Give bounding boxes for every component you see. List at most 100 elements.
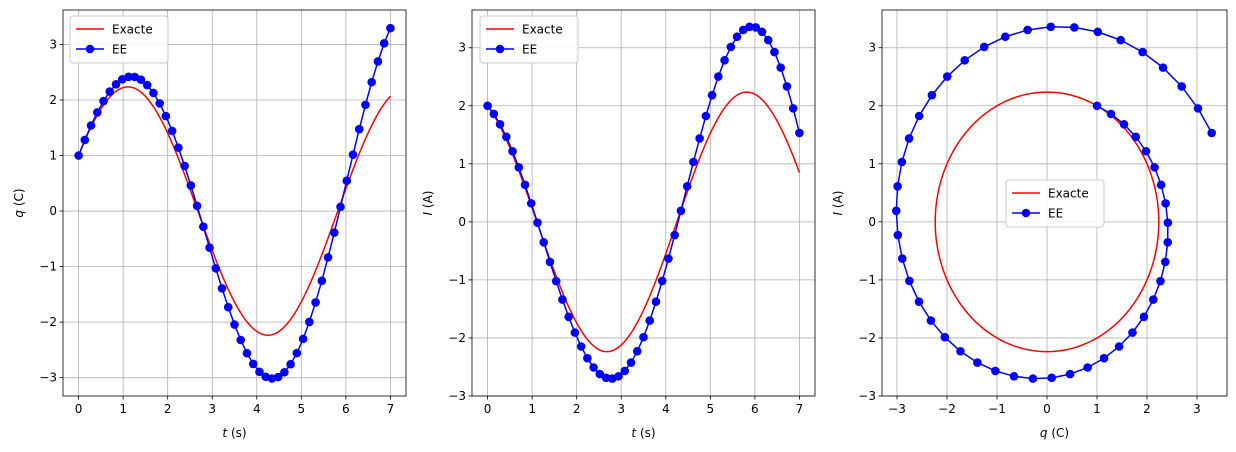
data-point <box>714 72 723 81</box>
data-point <box>1065 369 1075 379</box>
data-point <box>167 126 177 136</box>
data-point <box>732 32 742 42</box>
data-point <box>508 146 517 156</box>
data-point <box>105 87 115 96</box>
x-tick-label: 1 <box>528 402 536 416</box>
legend-box <box>69 15 169 64</box>
data-point <box>891 206 901 216</box>
data-point <box>905 276 914 286</box>
y-tick-label: −2 <box>858 331 876 345</box>
data-point <box>926 316 936 325</box>
data-point <box>317 276 327 286</box>
data-point <box>614 372 623 381</box>
y-tick-label: 3 <box>49 37 57 51</box>
data-point <box>255 367 264 377</box>
y-tick-label: −1 <box>39 260 57 274</box>
data-point <box>670 230 679 240</box>
data-point <box>979 42 989 52</box>
data-point <box>545 257 555 267</box>
data-point <box>223 302 233 312</box>
data-point <box>273 372 283 382</box>
data-point <box>1163 237 1173 247</box>
data-point <box>973 358 982 367</box>
data-point <box>770 47 779 57</box>
data-point <box>1119 120 1129 129</box>
data-point <box>1163 218 1173 227</box>
x-axis-label: t (s) <box>631 426 655 440</box>
data-point <box>336 202 345 212</box>
data-point <box>230 320 239 329</box>
data-point <box>595 369 605 379</box>
x-axis-label: t (s) <box>222 426 246 440</box>
data-point <box>502 132 511 142</box>
legend-label-exact: Exacte <box>1048 187 1089 201</box>
data-point <box>601 373 611 383</box>
y-tick-label: −1 <box>858 273 876 287</box>
x-tick-label: 5 <box>297 402 305 416</box>
data-point <box>124 72 133 82</box>
legend-marker <box>85 44 95 54</box>
y-axis-label: q (C) <box>12 188 26 217</box>
data-point <box>1193 104 1203 113</box>
data-point <box>1160 257 1170 267</box>
data-point <box>248 359 258 369</box>
data-point <box>323 253 333 262</box>
data-point <box>927 90 937 100</box>
data-point <box>657 276 667 286</box>
data-point <box>354 124 364 134</box>
data-point <box>161 111 171 121</box>
x-tick-label: 0 <box>75 402 83 416</box>
data-point <box>280 367 289 377</box>
data-point <box>564 312 573 322</box>
data-point <box>689 157 698 167</box>
data-point <box>893 230 903 240</box>
data-point <box>757 27 767 37</box>
data-point <box>782 82 792 91</box>
data-point <box>558 295 567 304</box>
data-point <box>205 243 214 253</box>
data-point <box>1177 82 1186 91</box>
y-tick-label: 0 <box>868 215 876 229</box>
chart-phase-portrait: −3 −2 −1 0 1 2 3 −3 −2 −1 0 1 2 3 q (C) I (A) Exacte EE <box>831 9 1228 440</box>
data-point <box>893 181 902 191</box>
data-point <box>1093 27 1103 37</box>
data-point <box>292 348 302 358</box>
legend-label-euler: EE <box>1048 207 1063 221</box>
legend-box <box>479 15 579 64</box>
data-point <box>1161 199 1170 208</box>
data-point <box>570 328 580 337</box>
data-point <box>1128 328 1137 337</box>
y-tick-label: −2 <box>448 331 466 345</box>
y-tick-label: −3 <box>39 371 57 385</box>
x-tick-label: −1 <box>988 402 1006 416</box>
data-point <box>576 342 586 351</box>
chart-charge-vs-time: 0 1 2 3 4 5 6 7 −3 −2 −1 0 1 2 3 t (s) q (C) Exacte EE <box>12 9 407 440</box>
data-point <box>726 42 736 52</box>
data-point <box>1028 374 1038 383</box>
data-point <box>311 298 320 307</box>
data-point <box>1083 363 1092 372</box>
x-tick-label: 2 <box>164 402 172 416</box>
data-point <box>632 346 642 356</box>
data-point <box>1114 342 1124 351</box>
axes-frame <box>881 9 1228 397</box>
x-tick-label: 6 <box>751 402 759 416</box>
data-point <box>1092 101 1102 111</box>
data-point <box>348 150 358 159</box>
data-point <box>483 101 492 111</box>
data-point <box>1106 109 1116 119</box>
x-tick-label: 4 <box>253 402 261 416</box>
data-point <box>533 218 542 227</box>
data-point <box>583 353 592 363</box>
data-point <box>286 359 295 369</box>
data-point <box>776 63 785 72</box>
data-point <box>788 104 798 113</box>
data-point <box>664 254 673 263</box>
data-point <box>361 100 370 110</box>
data-point <box>386 23 395 33</box>
data-point <box>373 57 383 66</box>
legend: Exacte EE <box>69 15 169 64</box>
legend-label-euler: EE <box>522 43 537 57</box>
data-point <box>342 176 352 186</box>
y-tick-label: −3 <box>448 389 466 403</box>
